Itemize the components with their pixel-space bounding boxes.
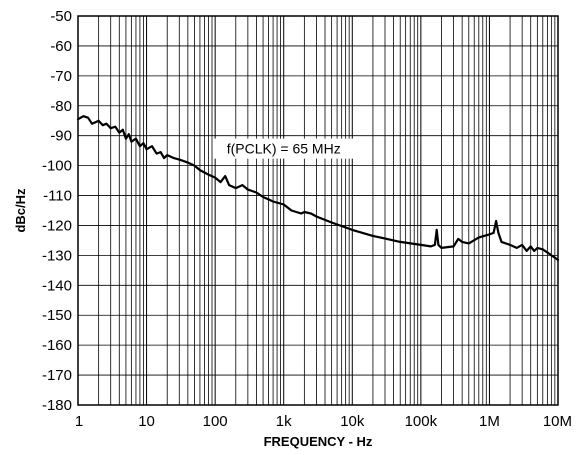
annotation-label: f(PCLK) = 65 MHz <box>227 141 341 157</box>
series-line <box>76 115 560 261</box>
x-axis-title: FREQUENCY - Hz <box>264 434 373 449</box>
annotation-background <box>213 138 354 159</box>
y-tick-label: -140 <box>42 277 72 294</box>
annotations: f(PCLK) = 65 MHz <box>213 138 354 159</box>
series-layer <box>76 115 560 261</box>
y-tick-label: -80 <box>50 98 72 115</box>
grid <box>77 15 558 406</box>
y-tick-label: -180 <box>42 397 72 414</box>
y-tick-label: -60 <box>50 38 72 55</box>
x-tick-label: 10k <box>340 413 365 430</box>
x-tick-label: 10 <box>138 413 155 430</box>
x-tick-label: 100k <box>405 413 438 430</box>
y-tick-label: -110 <box>43 188 72 205</box>
y-tick-label: -150 <box>42 307 72 324</box>
y-tick-label: -160 <box>42 337 72 354</box>
x-tick-label: 100 <box>203 413 228 430</box>
x-tick-label: 1k <box>276 413 292 430</box>
y-tick-label: -50 <box>50 8 72 25</box>
x-tick-label: 1M <box>479 413 500 430</box>
y-tick-label: -70 <box>50 68 72 85</box>
y-tick-label: -120 <box>42 217 72 234</box>
y-tick-label: -170 <box>42 367 72 384</box>
plot-frame <box>77 15 559 406</box>
x-axis-ticks: 1 10 100 1k 10k 100k 1M 10M <box>75 413 572 430</box>
y-axis-ticks: -50 -60 -70 -80 -90 -100 -110 -120 -130 -140 -150 -… <box>42 8 72 414</box>
x-tick-label: 1 <box>75 413 83 430</box>
x-tick-label: 10M <box>543 413 572 430</box>
y-tick-label: -130 <box>42 247 72 264</box>
y-tick-label: -100 <box>42 158 72 175</box>
y-axis-title: dBc/Hz <box>13 188 28 233</box>
y-tick-label: -90 <box>50 128 72 145</box>
